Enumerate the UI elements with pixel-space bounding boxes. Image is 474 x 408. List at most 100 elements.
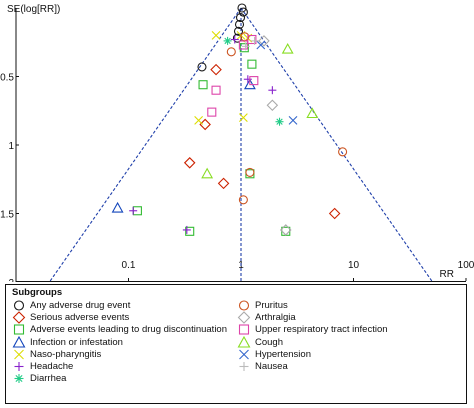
legend-marker bbox=[14, 362, 24, 371]
x-tick-label: 100 bbox=[458, 260, 474, 271]
legend-label: Any adverse drug event bbox=[30, 300, 131, 311]
data-point bbox=[279, 224, 292, 236]
data-point bbox=[328, 207, 341, 220]
legend-marker bbox=[13, 300, 25, 311]
legend-label: Diarrhea bbox=[30, 373, 67, 385]
data-point bbox=[194, 115, 204, 125]
legend-marker bbox=[13, 324, 25, 335]
legend-symbol bbox=[12, 335, 26, 348]
legend-marker bbox=[237, 335, 251, 348]
y-tick-label: 2 bbox=[8, 278, 14, 282]
legend-marker bbox=[14, 374, 24, 384]
data-point bbox=[250, 36, 259, 45]
data-point bbox=[185, 226, 195, 236]
data-point bbox=[233, 26, 244, 36]
legend-entry: Arthralgia bbox=[237, 311, 462, 324]
data-point bbox=[182, 225, 191, 234]
y-axis-label: SE(log[RR]) bbox=[7, 4, 60, 15]
data-point bbox=[338, 147, 348, 157]
legend-marker bbox=[238, 324, 250, 335]
legend-entry: Naso-pharyngitis bbox=[12, 349, 237, 360]
legend-marker bbox=[12, 311, 26, 324]
data-point bbox=[211, 31, 221, 40]
data-point bbox=[201, 167, 214, 179]
legend-entry: Diarrhea bbox=[12, 373, 237, 384]
funnel-left-limit bbox=[49, 7, 242, 282]
data-point bbox=[306, 107, 319, 119]
data-point bbox=[198, 80, 208, 90]
legend-label: Headache bbox=[30, 361, 74, 372]
legend-label: Adverse events leading to drug discontin… bbox=[30, 324, 227, 336]
funnel-right-limit bbox=[240, 7, 433, 282]
data-point bbox=[197, 62, 207, 72]
legend-entry: Any adverse drug event bbox=[12, 300, 237, 311]
data-point bbox=[210, 63, 222, 76]
legend: Subgroups Any adverse drug event Serious … bbox=[5, 284, 467, 404]
legend-marker bbox=[237, 311, 251, 324]
data-point bbox=[217, 177, 230, 190]
data-point bbox=[243, 75, 252, 84]
data-point bbox=[266, 99, 279, 112]
legend-entry: Hypertension bbox=[237, 349, 462, 360]
x-axis-label: RR bbox=[440, 269, 454, 280]
legend-symbol bbox=[239, 362, 249, 371]
legend-entry: Adverse events leading to drug discontin… bbox=[12, 324, 237, 335]
x-tick-label: 0.1 bbox=[122, 260, 136, 271]
axes: 0.511.52SE(log[RR])0.1110100RR bbox=[0, 4, 474, 282]
legend-label: Arthralgia bbox=[255, 312, 296, 324]
legend-symbol bbox=[12, 311, 26, 324]
data-point bbox=[238, 195, 248, 205]
legend-label: Infection or infestation bbox=[30, 336, 123, 348]
x-tick-label: 10 bbox=[348, 260, 360, 271]
data-point bbox=[238, 7, 248, 17]
legend-entry: Nausea bbox=[237, 361, 462, 372]
data-point bbox=[223, 36, 232, 45]
legend-entry: Headache bbox=[12, 361, 237, 372]
data-point bbox=[238, 40, 248, 50]
legend-entry: Cough bbox=[237, 335, 462, 348]
legend-entry: Upper respiratory tract infection bbox=[237, 324, 462, 335]
legend-entry: Pruritus bbox=[237, 300, 462, 311]
y-tick-label: 1.5 bbox=[0, 210, 14, 221]
data-point bbox=[238, 113, 248, 122]
legend-marker bbox=[238, 300, 250, 311]
legend-marker bbox=[239, 349, 249, 360]
data-point bbox=[288, 115, 298, 125]
data-point bbox=[256, 40, 266, 50]
data-point bbox=[245, 167, 255, 177]
data-point bbox=[234, 19, 245, 29]
data-point bbox=[183, 157, 196, 169]
data-point bbox=[241, 42, 250, 51]
data-point bbox=[129, 206, 138, 215]
legend-marker bbox=[12, 335, 26, 348]
legend-symbol bbox=[13, 324, 25, 335]
data-point bbox=[281, 42, 294, 54]
legend-label: Upper respiratory tract infection bbox=[255, 324, 388, 336]
data-point bbox=[230, 35, 239, 44]
legend-entry: Infection or infestation bbox=[12, 335, 237, 348]
legend-symbol bbox=[239, 349, 249, 360]
legend-symbol bbox=[238, 324, 250, 335]
legend-symbol bbox=[237, 311, 251, 324]
legend-symbol bbox=[14, 374, 24, 384]
data-point bbox=[239, 43, 249, 53]
data-point bbox=[249, 76, 259, 86]
legend-label: Nausea bbox=[255, 361, 288, 372]
data-point bbox=[258, 35, 270, 47]
legend-symbol bbox=[14, 349, 24, 360]
data-point bbox=[275, 117, 284, 126]
data-point bbox=[247, 59, 257, 69]
legend-label: Hypertension bbox=[255, 348, 311, 360]
legend-symbol bbox=[237, 335, 251, 348]
data-point bbox=[111, 201, 124, 213]
legend-symbol bbox=[238, 300, 250, 311]
data-point bbox=[211, 85, 221, 95]
legend-label: Pruritus bbox=[255, 300, 288, 311]
data-point bbox=[226, 47, 236, 57]
data-point bbox=[207, 107, 217, 117]
data-point bbox=[268, 86, 277, 95]
data-points bbox=[111, 3, 348, 236]
y-tick-label: 1 bbox=[8, 141, 14, 152]
legend-label: Naso-pharyngitis bbox=[30, 348, 102, 360]
legend-symbol bbox=[13, 300, 25, 311]
